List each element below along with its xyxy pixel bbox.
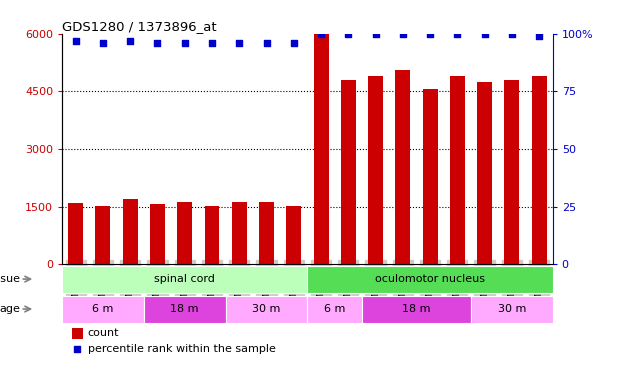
Bar: [422, 89, 438, 264]
Text: percentile rank within the sample: percentile rank within the sample: [88, 344, 276, 354]
Text: 30 m: 30 m: [497, 304, 526, 314]
Bar: [477, 82, 492, 264]
Bar: [123, 199, 138, 264]
Bar: [532, 76, 546, 264]
Bar: [286, 206, 301, 264]
Bar: [471, 296, 553, 322]
Point: [507, 31, 517, 37]
Text: tissue: tissue: [0, 274, 20, 284]
Bar: [204, 206, 219, 264]
Bar: [368, 76, 383, 264]
Point: [125, 38, 135, 44]
Bar: [307, 296, 362, 322]
Bar: [144, 296, 225, 322]
Point: [207, 40, 217, 46]
Point: [261, 40, 271, 46]
Bar: [307, 266, 553, 292]
Point: [534, 33, 544, 39]
Point: [153, 40, 163, 46]
Point: [98, 40, 108, 46]
Bar: [62, 296, 144, 322]
Point: [452, 31, 462, 37]
Point: [72, 346, 82, 352]
Text: 30 m: 30 m: [252, 304, 281, 314]
Text: 6 m: 6 m: [93, 304, 114, 314]
Text: 18 m: 18 m: [402, 304, 431, 314]
Point: [316, 31, 326, 37]
Bar: [150, 204, 165, 264]
Bar: [96, 206, 111, 264]
Point: [71, 38, 81, 44]
Bar: [62, 266, 307, 292]
Bar: [68, 202, 83, 264]
Bar: [504, 80, 519, 264]
Point: [343, 31, 353, 37]
Text: oculomotor nucleus: oculomotor nucleus: [375, 274, 485, 284]
Text: 6 m: 6 m: [324, 304, 345, 314]
Point: [398, 31, 408, 37]
Bar: [450, 76, 465, 264]
Text: 18 m: 18 m: [171, 304, 199, 314]
Text: spinal cord: spinal cord: [154, 274, 215, 284]
Bar: [314, 34, 329, 264]
Point: [371, 31, 381, 37]
Point: [234, 40, 244, 46]
Bar: [396, 70, 410, 264]
Bar: [225, 296, 307, 322]
Point: [479, 31, 489, 37]
Bar: [177, 202, 193, 264]
Bar: [362, 296, 471, 322]
Text: age: age: [0, 304, 20, 314]
Point: [289, 40, 299, 46]
Point: [180, 40, 190, 46]
Bar: [72, 328, 83, 339]
Text: count: count: [88, 328, 119, 338]
Bar: [259, 201, 274, 264]
Bar: [232, 201, 247, 264]
Point: [425, 31, 435, 37]
Bar: [341, 80, 356, 264]
Text: GDS1280 / 1373896_at: GDS1280 / 1373896_at: [62, 20, 217, 33]
